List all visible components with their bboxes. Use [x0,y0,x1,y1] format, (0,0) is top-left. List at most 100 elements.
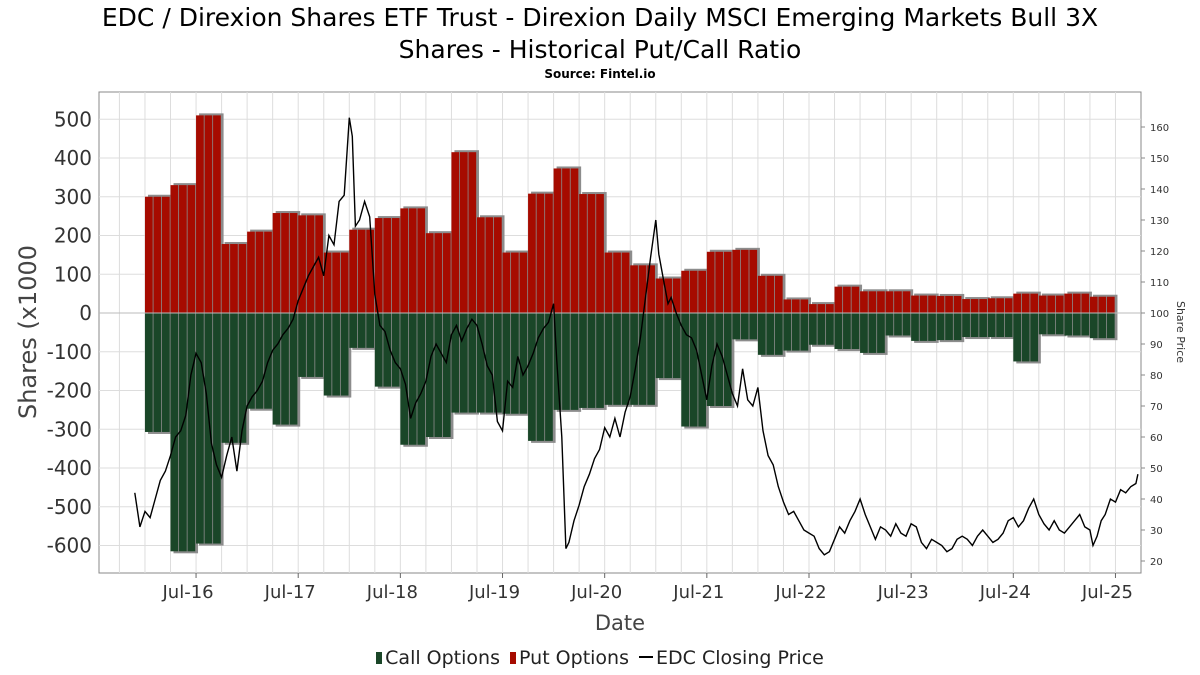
call-bar [1064,313,1073,336]
call-bar [613,313,621,405]
call-bar [238,313,247,443]
call-bar [894,313,902,336]
put-bar [494,217,502,313]
put-bar [298,215,306,313]
call-bar [655,313,664,379]
put-bar [834,286,843,313]
call-bar [332,313,340,396]
put-bar [349,229,357,313]
x-tick-label: Jul-16 [161,582,213,603]
put-bar [1072,293,1081,313]
put-bar [689,270,698,313]
put-bar [579,194,587,313]
put-bar [740,249,749,313]
call-bar [740,313,749,340]
put-bar [204,115,213,313]
call-bar [1089,313,1098,339]
put-bar [911,295,919,313]
put-bar [715,251,724,313]
put-bar [357,229,366,313]
put-bar [451,152,460,313]
call-bar [766,313,775,355]
legend: Call Options Put Options EDC Closing Pri… [0,647,1200,669]
put-bar [315,215,323,313]
y2-tick-label: 50 [1150,464,1163,475]
put-bar [196,115,204,313]
call-bar [664,313,672,379]
call-bar [485,313,494,413]
put-bar [264,231,272,313]
y-tick-label: -100 [47,340,92,364]
call-bar [391,313,400,387]
put-bar [647,265,655,313]
call-bar [221,313,230,443]
put-bar [468,152,477,313]
call-bar [715,313,724,406]
call-bar [1081,313,1090,336]
y2-tick-label: 110 [1150,278,1169,289]
put-bar [962,299,970,313]
put-bar [638,265,647,313]
put-bar [613,252,621,313]
put-bar [340,252,349,313]
call-bar [323,313,332,396]
put-bar [1081,293,1090,313]
put-bar [332,252,340,313]
put-bar [289,213,298,313]
put-bar [179,185,187,313]
put-bar [987,298,996,313]
put-bar [187,185,196,313]
call-bar [179,313,187,552]
put-bar [1089,296,1098,313]
put-bar [604,252,613,313]
put-bar [528,193,536,313]
call-bar [494,313,502,413]
call-bar [459,313,468,413]
call-bar [970,313,979,338]
call-bar [928,313,936,341]
put-bar [843,286,851,313]
put-bar [706,251,715,313]
call-bar [161,313,170,432]
put-bar [1106,296,1115,313]
call-bar [587,313,596,408]
call-bar [868,313,877,353]
x-axis-label: Date [595,611,645,635]
call-bar [451,313,460,413]
price-line-group [134,117,1139,556]
x-tick-label: Jul-21 [672,582,724,603]
y2-tick-label: 90 [1150,340,1163,351]
call-bar [987,313,996,338]
y2-tick-label: 150 [1150,154,1169,165]
call-bar [621,313,630,405]
call-bar [911,313,919,341]
call-bar [153,313,162,432]
legend-call-label: Call Options [385,647,500,669]
put-bar [408,208,417,313]
y-axis-label: Shares (x1000 [14,245,42,419]
call-bar [528,313,536,441]
put-bar [723,251,732,313]
call-bar [425,313,434,437]
y-tick-label: -500 [47,495,92,519]
put-bar [519,252,528,313]
x-tick-label: Jul-17 [264,582,316,603]
call-bar [1055,313,1064,335]
put-bar [1013,293,1022,313]
put-bar [221,244,230,313]
legend-put-swatch [510,652,517,664]
y2-tick-label: 80 [1150,371,1163,382]
put-bar [1030,293,1039,313]
call-bar [281,313,289,425]
put-bar [877,291,885,313]
y-tick-label: 0 [79,301,92,325]
call-bar [170,313,179,552]
put-bar [459,152,468,313]
put-bar [247,231,255,313]
call-bar [366,313,375,348]
call-bar [604,313,613,405]
call-bar [1038,313,1047,335]
put-bar [945,295,953,313]
call-bar [187,313,196,552]
put-bar [851,286,860,313]
